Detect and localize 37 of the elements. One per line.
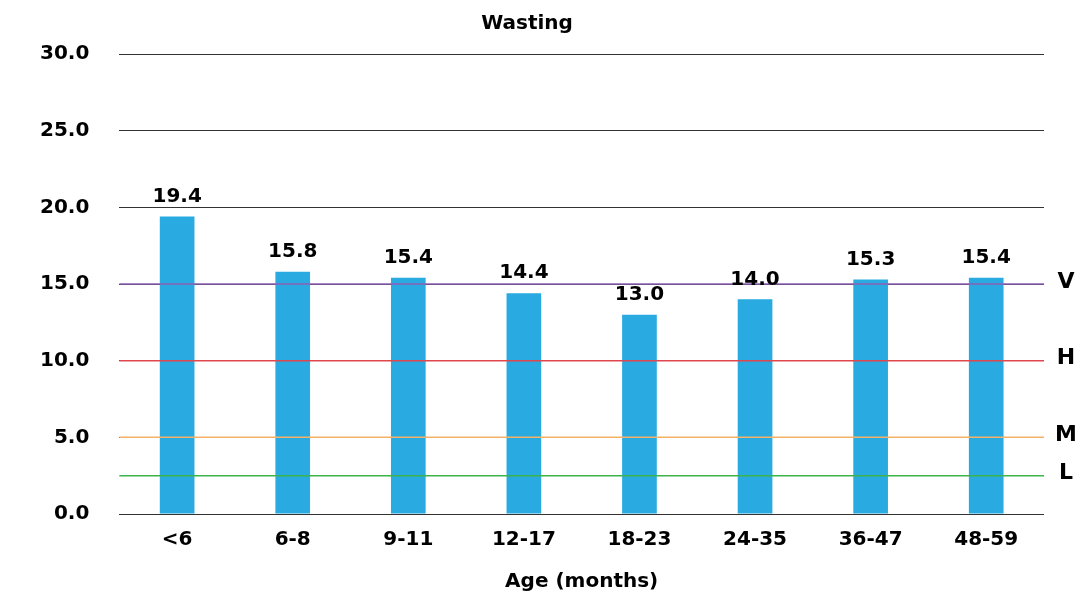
data-label: 15.4 (961, 244, 1011, 269)
y-tick-label: 10.0 (39, 346, 90, 371)
x-tick-label: 9-11 (383, 526, 434, 551)
ref-line-label: L (1058, 459, 1074, 485)
y-tick-label: 15.0 (39, 270, 90, 295)
bar (275, 271, 311, 514)
x-tick-label: 24-35 (723, 526, 788, 551)
x-tick-label: 12-17 (491, 526, 556, 551)
x-axis-title: Age (months) (505, 568, 659, 593)
bar (390, 277, 426, 514)
data-label: 15.4 (383, 244, 433, 269)
data-label: 13.0 (614, 280, 665, 305)
data-label: 15.8 (268, 237, 318, 262)
bar (968, 277, 1004, 514)
x-tick-label: <6 (161, 526, 193, 551)
data-label: 19.4 (152, 182, 202, 207)
ref-line-label: V (1057, 267, 1075, 293)
data-label: 14.4 (499, 259, 549, 284)
y-tick-label: 0.0 (53, 500, 90, 525)
y-tick-label: 5.0 (53, 423, 90, 448)
x-tick-label: 18-23 (607, 526, 672, 551)
x-tick-label: 48-59 (954, 526, 1019, 551)
ref-line-label: H (1056, 344, 1076, 370)
data-label: 15.3 (845, 245, 896, 270)
ref-line-label: M (1055, 421, 1077, 447)
y-tick-label: 25.0 (39, 116, 90, 141)
y-tick-label: 20.0 (39, 193, 90, 218)
bar (737, 299, 773, 514)
bar (506, 293, 542, 514)
x-tick-label: 6-8 (274, 526, 311, 551)
bar (853, 279, 888, 514)
y-tick-label: 30.0 (39, 40, 90, 65)
bar (159, 216, 195, 514)
chart-title: Wasting (481, 10, 573, 35)
data-label: 14.0 (730, 265, 780, 290)
bar (622, 314, 657, 514)
x-tick-label: 36-47 (838, 526, 903, 551)
